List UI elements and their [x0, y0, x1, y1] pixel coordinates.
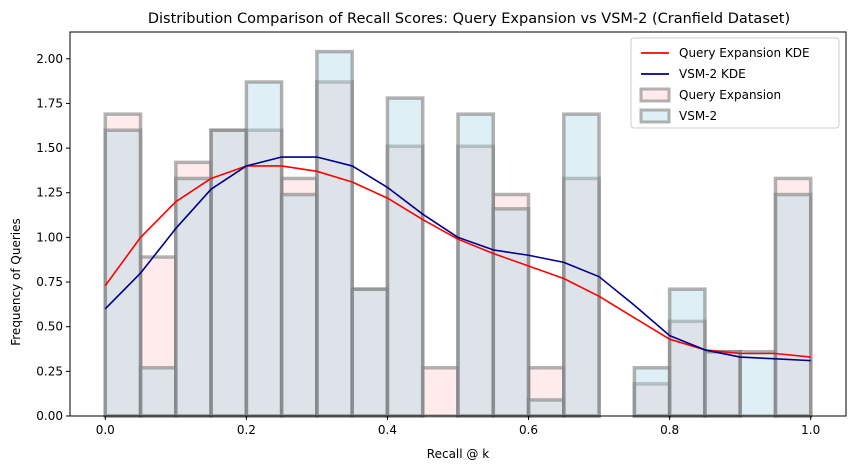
axes-frame [69, 31, 847, 417]
hist-bar-1-5 [279, 192, 319, 418]
hist-bar-1-3 [209, 128, 249, 418]
hist-bar-1-1 [138, 366, 178, 418]
legend-label-3: VSM-2 [679, 109, 717, 123]
legend-label-1: VSM-2 KDE [679, 67, 746, 81]
legend-label-0: Query Expansion KDE [679, 46, 810, 60]
x-tick-label-2: 0.4 [378, 423, 397, 437]
hist-bar-1-0 [103, 128, 143, 418]
hist-bar-1-6 [315, 49, 354, 418]
y-tick-label-1: 0.25 [36, 364, 63, 378]
hist-bar-1-2 [174, 176, 213, 418]
hist-bar-1-11 [491, 207, 531, 418]
x-tick-label-0: 0.0 [96, 423, 115, 437]
hist-bar-1-4 [244, 80, 284, 418]
y-tick-label-4: 1.00 [36, 230, 63, 244]
legend-label-2: Query Expansion [679, 88, 781, 102]
y-tick-label-5: 1.25 [36, 186, 63, 200]
y-tick-label-7: 1.75 [36, 96, 63, 110]
y-tick-label-8: 2.00 [36, 52, 63, 66]
hist-bar-1-8 [385, 96, 425, 418]
y-tick-label-2: 0.50 [36, 320, 63, 334]
hist-bar-0-9 [420, 366, 460, 418]
x-tick-label-4: 0.8 [660, 423, 679, 437]
chart-title: Distribution Comparison of Recall Scores… [148, 11, 790, 27]
hist-bar-1-16 [667, 287, 707, 418]
x-tick-label-3: 0.6 [519, 423, 538, 437]
y-tick-label-6: 1.50 [36, 141, 63, 155]
legend-box [630, 37, 840, 129]
hist-bar-1-17 [703, 349, 742, 418]
x-tick-label-1: 0.2 [237, 423, 256, 437]
kde-line-0 [104, 165, 811, 358]
hist-bar-1-12 [526, 398, 566, 418]
hist-bar-1-7 [350, 287, 390, 418]
y-tick-label-3: 0.75 [36, 275, 63, 289]
legend-swatch-3 [639, 108, 671, 124]
y-tick-label-0: 0.00 [36, 409, 63, 423]
x-axis-label: Recall @ k [427, 447, 489, 461]
hist-bar-1-10 [456, 112, 496, 418]
legend-swatch-2 [639, 87, 671, 103]
y-axis-label: Frequency of Queries [9, 218, 23, 346]
hist-bar-1-19 [773, 192, 813, 418]
hist-bar-1-18 [738, 349, 778, 418]
kde-line-1 [104, 156, 811, 362]
plot-area: 0.0 0.2 0.4 0.6 0.8 1.0 0.00 0.25 0.50 0.75 1.00 1.… [36, 31, 847, 437]
x-tick-label-5: 1.0 [801, 423, 820, 437]
legend: Query Expansion KDE VSM-2 KDE Query Expans… [630, 37, 840, 129]
hist-bar-1-15 [632, 366, 672, 418]
